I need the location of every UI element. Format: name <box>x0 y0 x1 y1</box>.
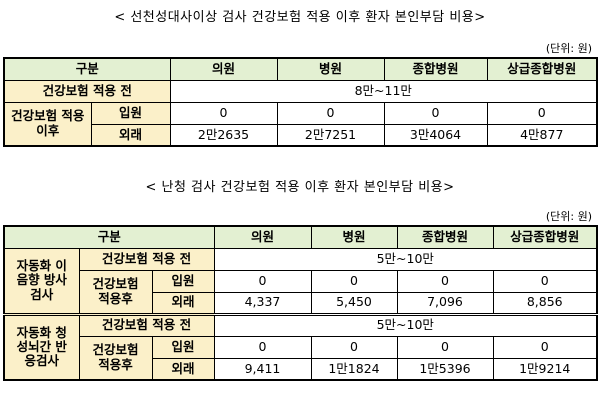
table2-cell: 1만9214 <box>492 357 598 381</box>
table2-before-value: 5만~10만 <box>213 247 598 271</box>
table2-header-col: 병원 <box>310 225 398 249</box>
table2-cell: 1만1824 <box>310 357 398 381</box>
table2-cell: 0 <box>396 269 494 293</box>
table1-row-label: 외래 <box>90 123 171 147</box>
table2-cell: 0 <box>213 335 312 359</box>
table1-after-label: 건강보험 적용이후 <box>3 101 92 147</box>
table2-before-value: 5만~10만 <box>213 312 598 337</box>
table2-after-label: 건강보험 적용후 <box>78 269 153 315</box>
table1-cell: 0 <box>169 101 278 125</box>
table2-cell: 0 <box>310 335 398 359</box>
table1-before-value: 8만~11만 <box>169 79 598 103</box>
table2-cell: 4,337 <box>213 291 312 315</box>
table1-cell: 2만2635 <box>169 123 278 147</box>
table1-cell: 3만4064 <box>383 123 488 147</box>
table1-cell: 0 <box>486 101 598 125</box>
table2-cell: 0 <box>310 269 398 293</box>
table1-header-col: 종합병원 <box>383 57 488 81</box>
table2-group-label: 자동화 이음향 방사검사 <box>3 247 80 315</box>
table1-cell: 2만7251 <box>276 123 385 147</box>
table2-cell: 0 <box>492 335 598 359</box>
table2-header-col: 종합병원 <box>396 225 494 249</box>
table2-after-label: 건강보험 적용후 <box>78 335 153 381</box>
table2-header-col: 의원 <box>213 225 312 249</box>
table1-header-col: 의원 <box>169 57 278 81</box>
table1-title: < 선천성대사이상 검사 건강보험 적용 이후 환자 본인부담 비용> <box>114 10 486 25</box>
table2-title: < 난청 검사 건강보험 적용 이후 환자 본인부담 비용> <box>145 180 455 195</box>
table1-before-label: 건강보험 적용 전 <box>3 79 171 103</box>
table1-cell: 4만877 <box>486 123 598 147</box>
table1: 구분 의원 병원 종합병원 상급종합병원 건강보험 적용 전 8만~11만 건강… <box>3 57 599 147</box>
table1-header-col: 병원 <box>276 57 385 81</box>
table2-group-label: 자동화 청성뇌간 반응검사 <box>3 312 80 381</box>
table2-cell: 8,856 <box>492 291 598 315</box>
table2-cell: 0 <box>213 269 312 293</box>
table2-row-label: 외래 <box>151 357 215 381</box>
table1-header-col: 상급종합병원 <box>486 57 598 81</box>
table2: 구분 의원 병원 종합병원 상급종합병원 자동화 이음향 방사검사 건강보험 적… <box>3 225 598 381</box>
table2-cell: 1만5396 <box>396 357 494 381</box>
table1-row-label: 입원 <box>90 101 171 125</box>
table2-cell: 0 <box>492 269 598 293</box>
table2-row-label: 입원 <box>151 335 215 359</box>
table2-cell: 5,450 <box>310 291 398 315</box>
table1-cell: 0 <box>276 101 385 125</box>
table2-before-label: 건강보험 적용 전 <box>78 312 215 337</box>
table1-header-group: 구분 <box>3 57 171 81</box>
table2-row-label: 외래 <box>151 291 215 315</box>
table2-cell: 0 <box>396 335 494 359</box>
table1-cell: 0 <box>383 101 488 125</box>
table2-before-label: 건강보험 적용 전 <box>78 247 215 271</box>
table1-unit: (단위: 원) <box>545 42 592 55</box>
table2-header-col: 상급종합병원 <box>492 225 598 249</box>
table2-unit: (단위: 원) <box>545 210 592 223</box>
table2-row-label: 입원 <box>151 269 215 293</box>
table2-cell: 9,411 <box>213 357 312 381</box>
table2-cell: 7,096 <box>396 291 494 315</box>
table2-header-group: 구분 <box>3 225 215 249</box>
